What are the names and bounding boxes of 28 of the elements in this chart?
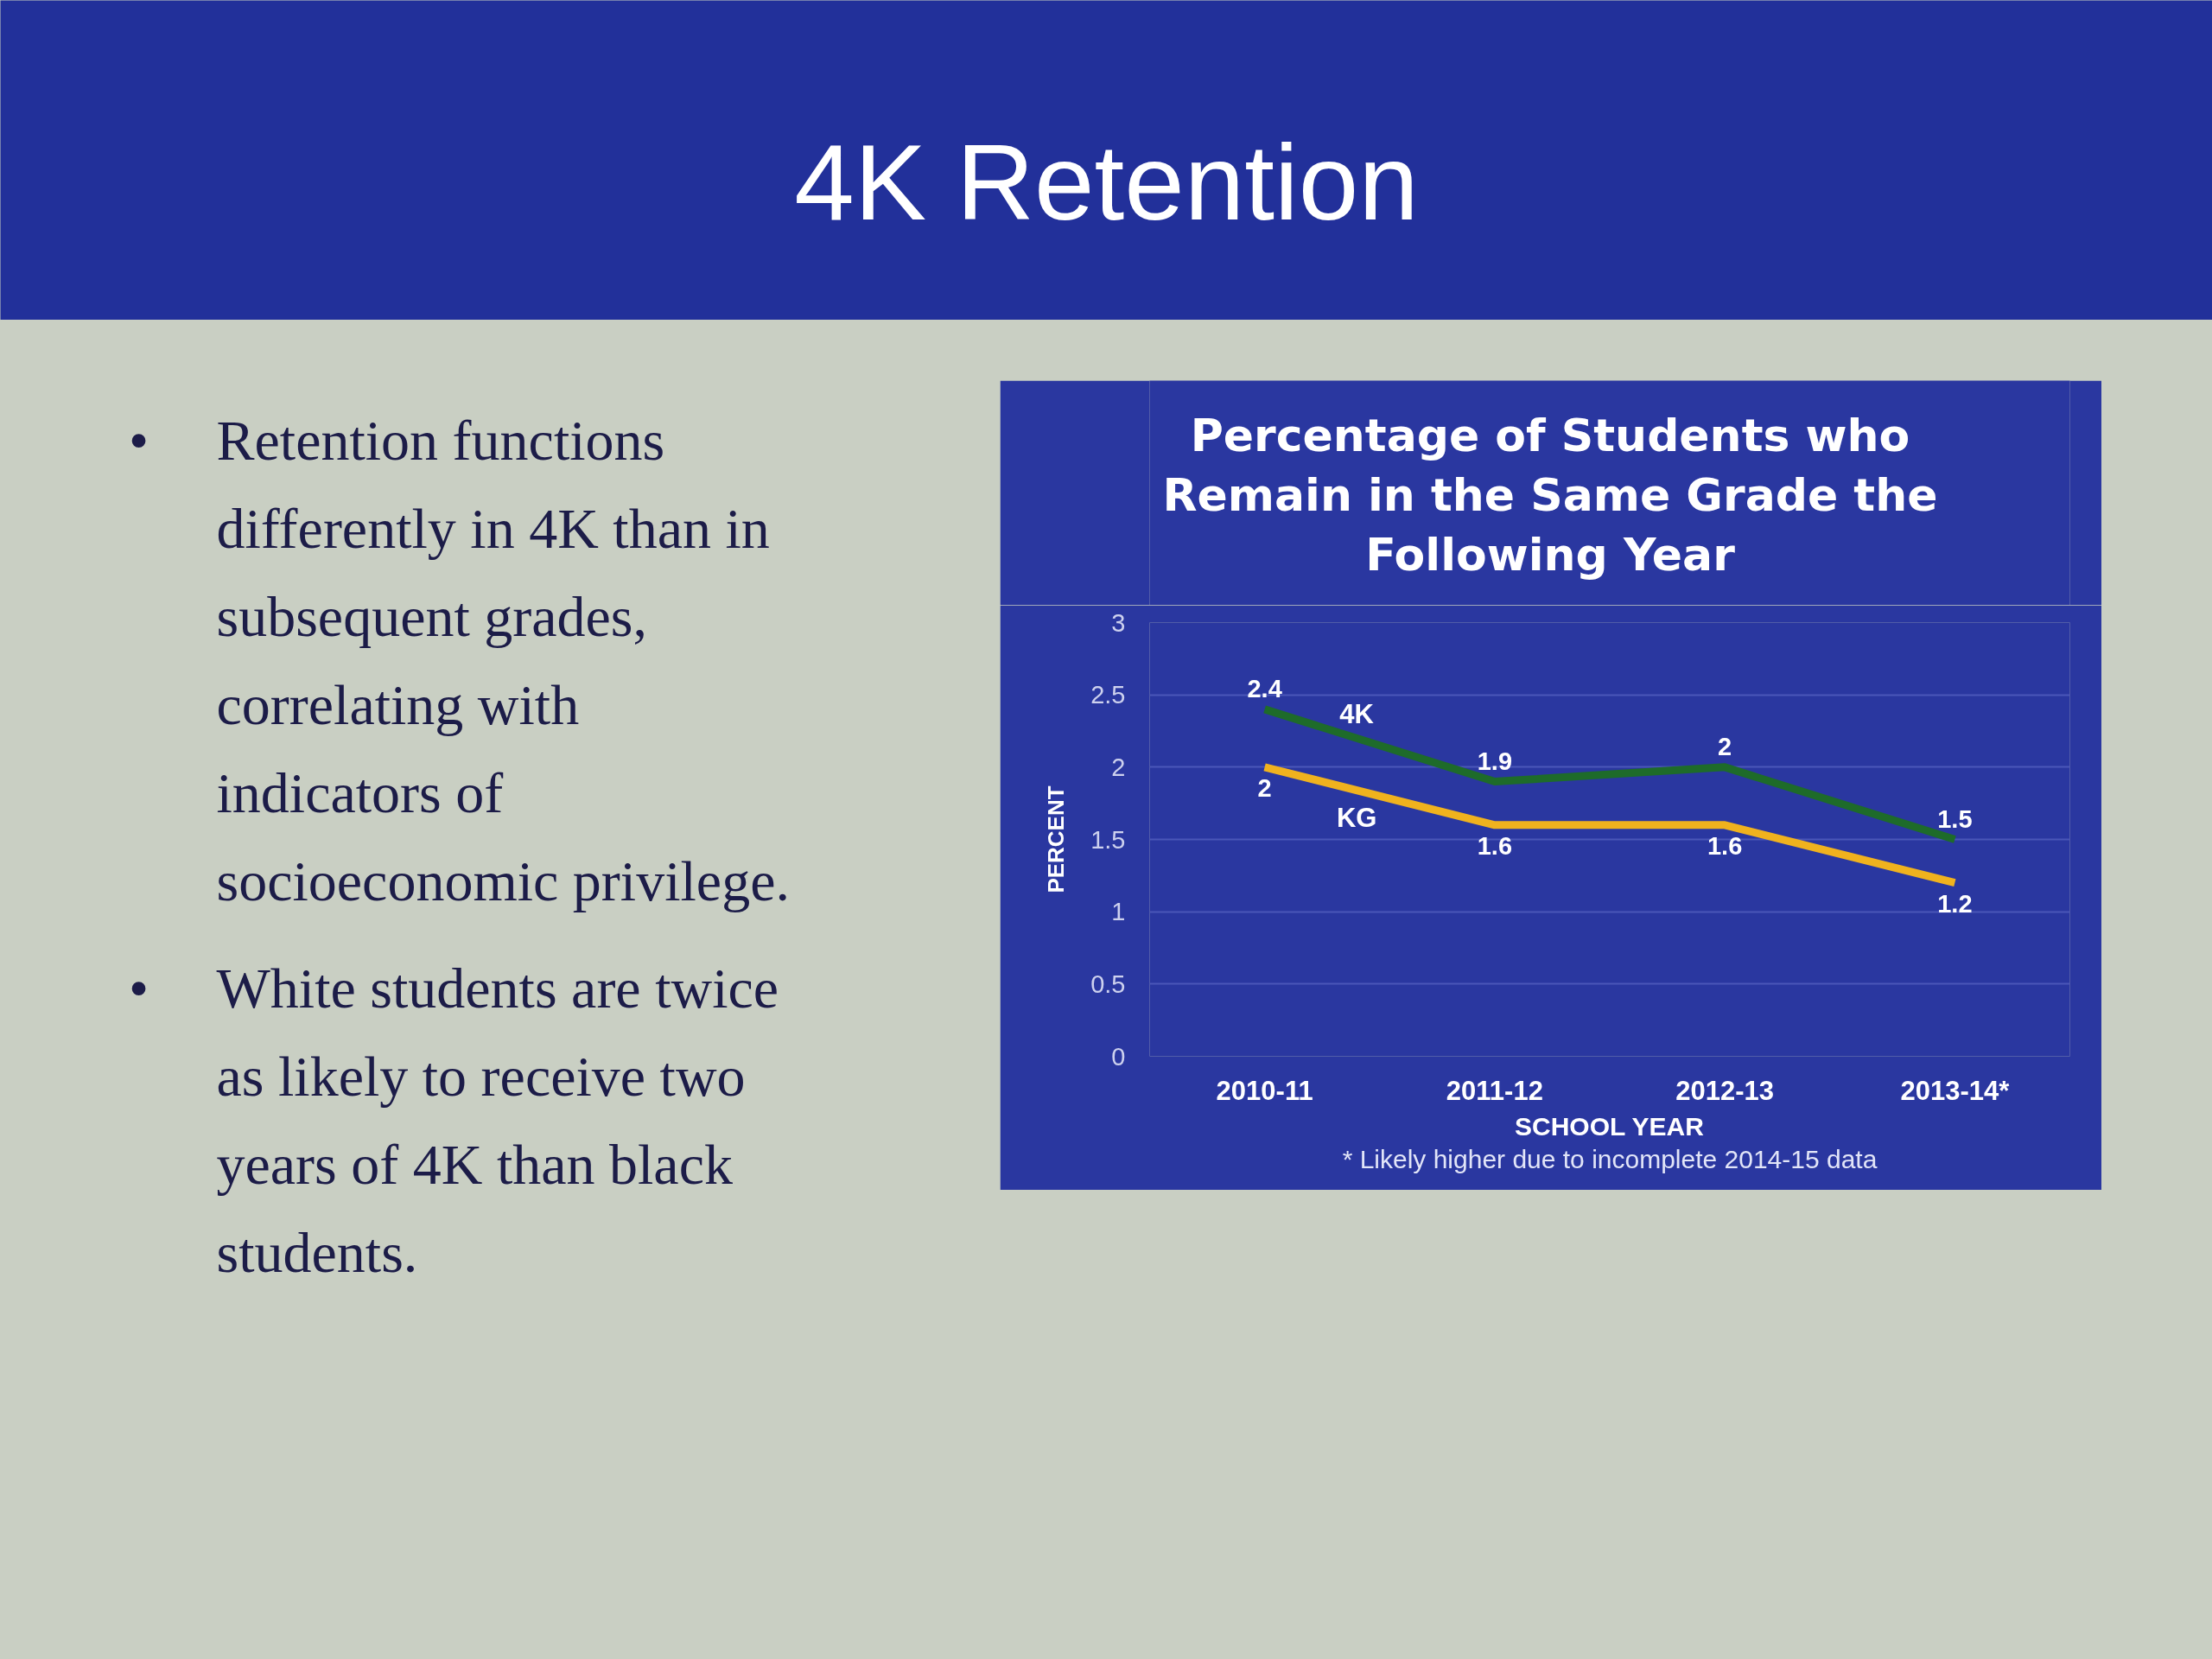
text: • White students are twice as likely to receive two years of 4K than black students. xyxy=(128,957,779,1284)
data-label: 1.5 xyxy=(1937,804,1973,833)
chart-title: Percentage of Students who Remain in the Same Grade the Following Year xyxy=(1162,409,1938,581)
x-axis-title: SCHOOL YEAR xyxy=(1514,1111,1705,1141)
data-label: 1.6 xyxy=(1477,831,1513,860)
x-tick-label: 2011-12 xyxy=(1446,1075,1543,1106)
y-tick-label: 1 xyxy=(1111,898,1126,926)
text: 4K Retention xyxy=(794,122,1419,242)
x-tick-label: 2010-11 xyxy=(1216,1075,1313,1106)
x-tick-label: 2012-13 xyxy=(1675,1075,1775,1106)
x-tick-label: 2013-14* xyxy=(1900,1075,2011,1106)
text: * Likely higher due to incomplete 2014-15 data xyxy=(1342,1144,1878,1173)
y-tick-label: 2.5 xyxy=(1090,681,1126,709)
y-tick-label: 1.5 xyxy=(1090,825,1126,854)
data-label: 1.6 xyxy=(1707,831,1743,860)
data-label: 2.4 xyxy=(1247,674,1282,702)
data-label: 2 xyxy=(1718,732,1732,760)
data-label: 2 xyxy=(1257,773,1272,802)
y-tick-label: 0 xyxy=(1111,1042,1126,1071)
y-tick-label: 2 xyxy=(1111,753,1126,781)
y-axis-title: PERCENT xyxy=(1043,785,1070,893)
y-tick-label: 3 xyxy=(1111,608,1126,637)
series-label: KG xyxy=(1336,802,1377,833)
data-label: 1.2 xyxy=(1937,889,1973,918)
y-tick-label: 0.5 xyxy=(1090,969,1126,998)
text: • Retention functions differently in 4K than in subsequent grades, correlating with indicators of socioeconomic privilege. xyxy=(128,409,790,912)
data-label: 1.9 xyxy=(1477,747,1513,775)
series-label: 4K xyxy=(1339,699,1375,730)
